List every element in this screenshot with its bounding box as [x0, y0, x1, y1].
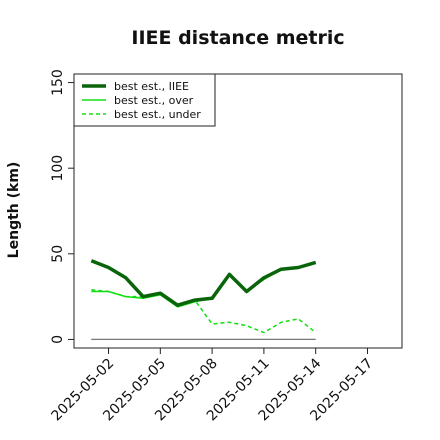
y-axis-label: Length (km) — [6, 162, 22, 259]
chart-title: IIEE distance metric — [131, 27, 344, 49]
plot-frame — [73, 73, 403, 349]
series-layer — [90, 259, 317, 340]
series-line-0 — [90, 259, 317, 307]
legend-label: best est., IIEE — [114, 80, 189, 93]
y-tick-label: 100 — [50, 155, 66, 182]
y-tick-label: 150 — [50, 69, 66, 96]
legend-label: best est., over — [114, 94, 194, 107]
y-tick-label: 0 — [50, 335, 66, 344]
y-tick-label: 50 — [50, 245, 66, 263]
x-axis: 2025-05-022025-05-052025-05-082025-05-11… — [49, 348, 376, 424]
y-axis: 0 50 100 150 — [50, 69, 74, 344]
legend-label: best est., under — [114, 108, 201, 121]
